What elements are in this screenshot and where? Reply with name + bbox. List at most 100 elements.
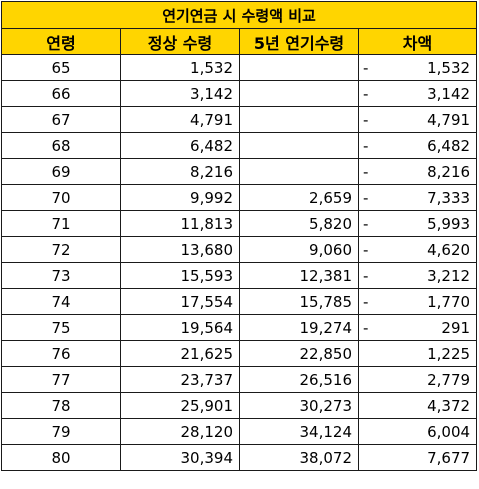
cell-age: 75 [1, 314, 121, 341]
table-row: 78 25,901 30,273 4,372 [1, 392, 478, 419]
cell-deferred: 9,060 [239, 236, 359, 263]
cell-normal: 17,554 [120, 288, 240, 315]
cell-normal: 28,120 [120, 418, 240, 445]
minus-sign: - [363, 266, 369, 285]
cell-normal: 21,625 [120, 340, 240, 367]
table-row: 80 30,394 38,072 7,677 [1, 444, 478, 471]
table-row: 75 19,564 19,274- 291 [1, 314, 478, 341]
table-header-row: 연령 정상 수령 5년 연기수령 차액 [1, 28, 478, 55]
cell-difference: 1,225 [357, 340, 478, 367]
cell-age: 69 [1, 158, 121, 185]
difference-value: 4,372 [427, 396, 471, 415]
cell-deferred: 30,273 [239, 392, 359, 419]
cell-normal: 4,791 [120, 106, 240, 133]
cell-age: 70 [1, 184, 121, 211]
difference-value: 5,993 [427, 214, 471, 233]
table-row: 72 13,680 9,060- 4,620 [1, 236, 478, 263]
minus-sign: - [363, 318, 369, 337]
difference-value: 6,482 [427, 136, 471, 155]
difference-value: 1,770 [427, 292, 471, 311]
header-age: 연령 [1, 28, 121, 55]
table-row: 73 15,593 12,381- 3,212 [1, 262, 478, 289]
cell-difference: - 291 [357, 314, 478, 341]
table-row: 79 28,120 34,124 6,004 [1, 418, 478, 445]
table-title: 연기연금 시 수령액 비교 [0, 1, 478, 29]
cell-age: 77 [1, 366, 121, 393]
table-body: 65 1,532-1,532 66 3,142-3,142 67 4,791-4,791 6… [1, 54, 478, 471]
difference-value: 4,620 [427, 240, 471, 259]
cell-difference: - 3,142 [357, 80, 478, 107]
minus-sign: - [363, 162, 369, 181]
cell-normal: 8,216 [120, 158, 240, 185]
minus-sign: - [363, 110, 369, 129]
cell-age: 79 [1, 418, 121, 445]
difference-value: 3,142 [427, 84, 471, 103]
difference-value: 2,779 [427, 370, 471, 389]
cell-age: 66 [1, 80, 121, 107]
minus-sign: - [363, 214, 369, 233]
minus-sign: - [363, 58, 369, 77]
difference-value: 3,212 [427, 266, 471, 285]
difference-value: 7,677 [427, 448, 471, 467]
cell-age: 74 [1, 288, 121, 315]
cell-age: 68 [1, 132, 121, 159]
table-row: 68 6,482-6,482 [1, 132, 478, 159]
minus-sign: - [363, 188, 369, 207]
minus-sign: - [363, 240, 369, 259]
cell-deferred: 34,124 [239, 418, 359, 445]
table-row: 74 17,554 15,785- 1,770 [1, 288, 478, 315]
cell-difference: - 5,993 [357, 210, 478, 237]
cell-difference: - 1,532 [357, 54, 478, 81]
cell-deferred: 15,785 [239, 288, 359, 315]
cell-normal: 23,737 [120, 366, 240, 393]
cell-difference: - 6,482 [357, 132, 478, 159]
cell-difference: 7,677 [357, 444, 478, 471]
table-row: 67 4,791-4,791 [1, 106, 478, 133]
header-difference: 차액 [357, 28, 478, 55]
table-row: 77 23,737 26,516 2,779 [1, 366, 478, 393]
cell-normal: 9,992 [120, 184, 240, 211]
difference-value: 6,004 [427, 422, 471, 441]
cell-age: 71 [1, 210, 121, 237]
cell-normal: 6,482 [120, 132, 240, 159]
cell-difference: 6,004 [357, 418, 478, 445]
difference-value: 7,333 [427, 188, 471, 207]
pension-comparison-table: 연기연금 시 수령액 비교 연령 정상 수령 5년 연기수령 차액 65 1,53… [0, 1, 478, 471]
table-row: 76 21,625 22,850 1,225 [1, 340, 478, 367]
difference-value: 8,216 [427, 162, 471, 181]
table-row: 70 9,992 2,659- 7,333 [1, 184, 478, 211]
table-title-row: 연기연금 시 수령액 비교 [0, 1, 478, 29]
cell-deferred: 2,659 [239, 184, 359, 211]
cell-difference: - 4,791 [357, 106, 478, 133]
difference-value: 1,225 [427, 344, 471, 363]
cell-normal: 3,142 [120, 80, 240, 107]
cell-difference: - 8,216 [357, 158, 478, 185]
cell-deferred [239, 80, 359, 107]
difference-value: 291 [441, 318, 471, 337]
cell-deferred [239, 132, 359, 159]
cell-difference: - 7,333 [357, 184, 478, 211]
cell-difference: - 3,212 [357, 262, 478, 289]
minus-sign: - [363, 136, 369, 155]
cell-normal: 25,901 [120, 392, 240, 419]
cell-deferred: 38,072 [239, 444, 359, 471]
cell-age: 65 [1, 54, 121, 81]
header-deferred: 5년 연기수령 [239, 28, 359, 55]
cell-difference: 4,372 [357, 392, 478, 419]
cell-age: 76 [1, 340, 121, 367]
difference-value: 1,532 [427, 58, 471, 77]
cell-age: 80 [1, 444, 121, 471]
table-row: 71 11,813 5,820- 5,993 [1, 210, 478, 237]
cell-difference: 2,779 [357, 366, 478, 393]
cell-deferred: 12,381 [239, 262, 359, 289]
cell-normal: 19,564 [120, 314, 240, 341]
cell-deferred: 5,820 [239, 210, 359, 237]
difference-value: 4,791 [427, 110, 471, 129]
cell-normal: 13,680 [120, 236, 240, 263]
table-row: 66 3,142-3,142 [1, 80, 478, 107]
minus-sign: - [363, 84, 369, 103]
cell-normal: 30,394 [120, 444, 240, 471]
cell-normal: 15,593 [120, 262, 240, 289]
cell-normal: 11,813 [120, 210, 240, 237]
cell-deferred: 19,274 [239, 314, 359, 341]
